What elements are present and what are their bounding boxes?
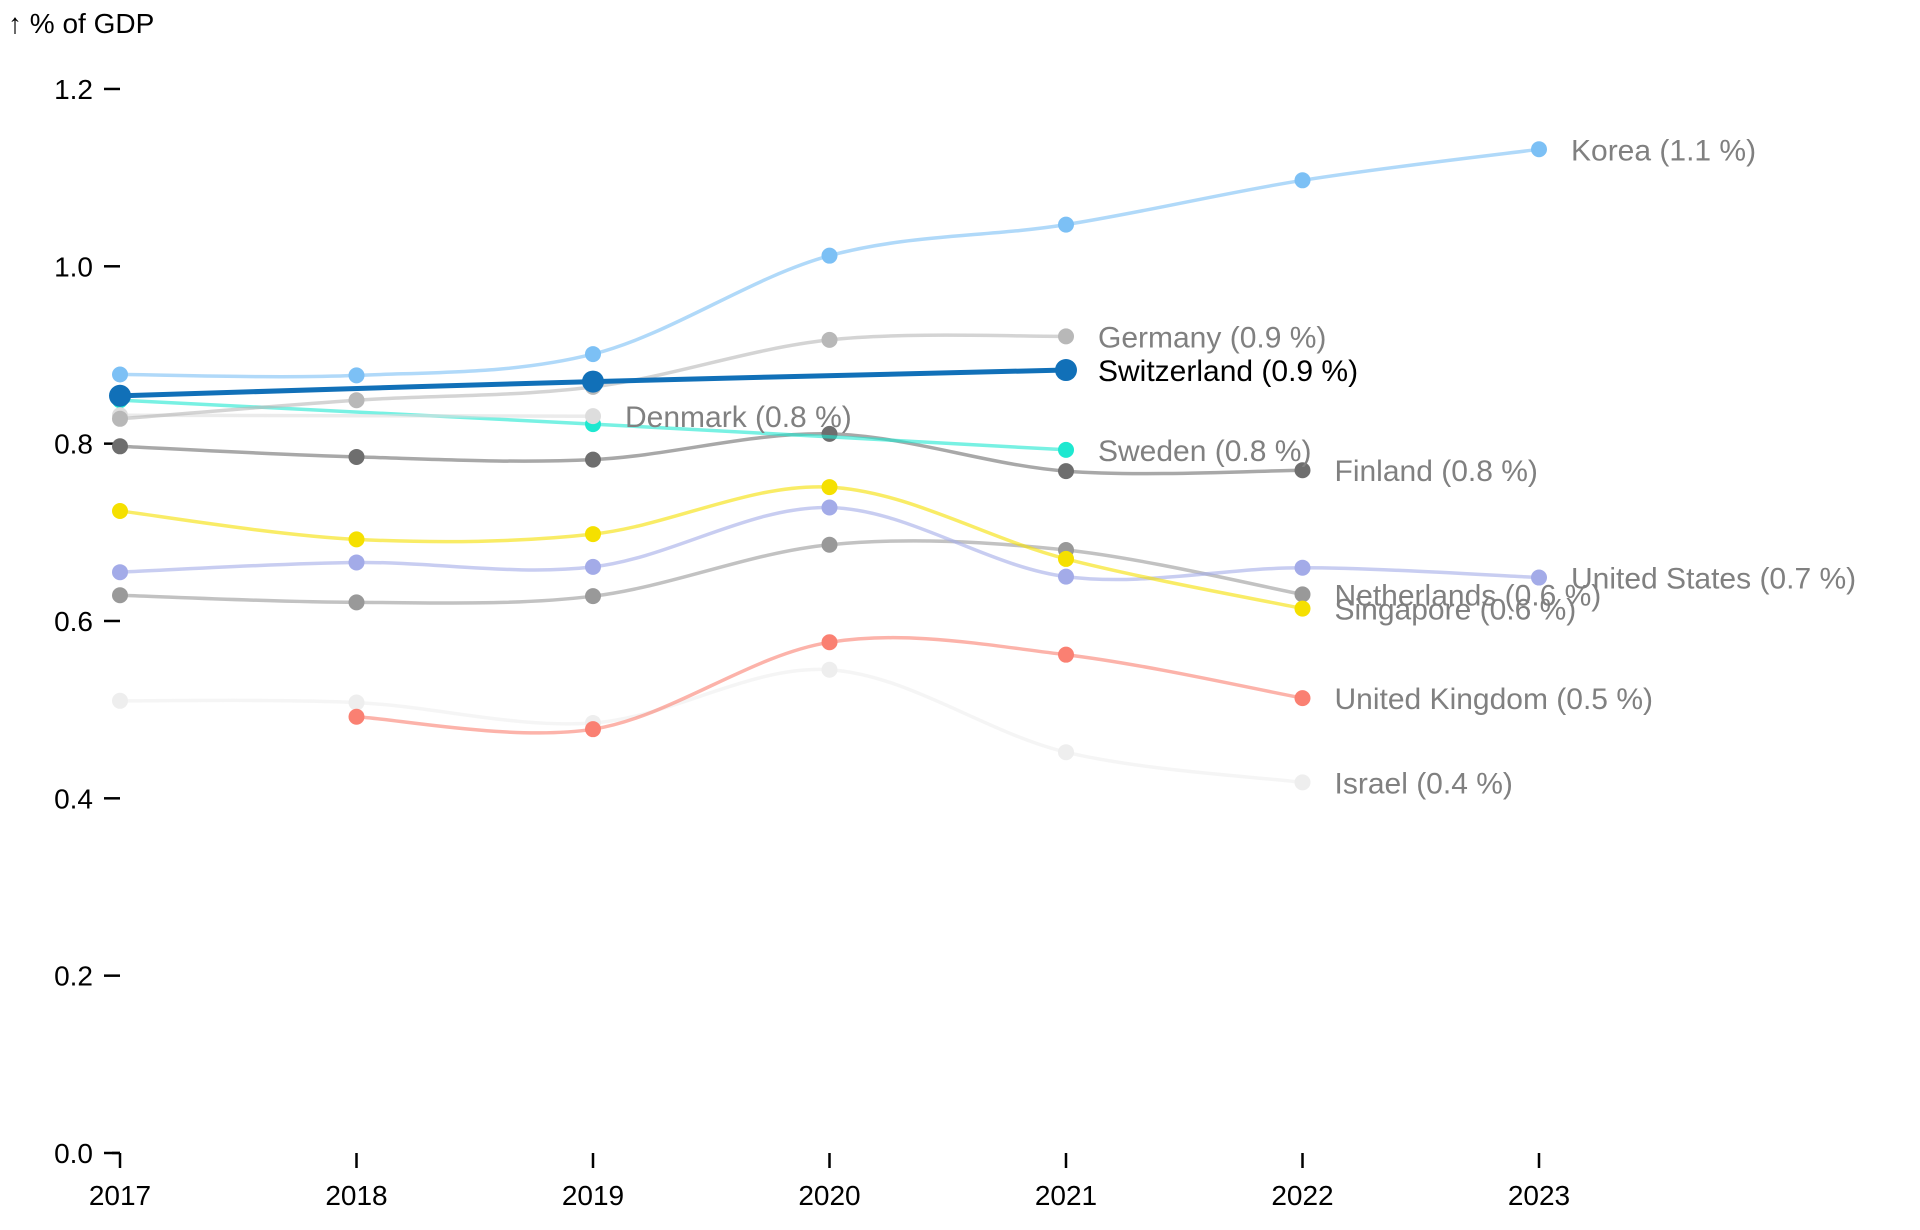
data-point bbox=[112, 692, 128, 709]
data-point bbox=[348, 594, 365, 611]
data-point bbox=[1294, 559, 1311, 576]
y-tick-label: 0.4 bbox=[54, 783, 93, 814]
series-label-singapore: Singapore (0.6 %) bbox=[1335, 594, 1577, 627]
data-point bbox=[585, 451, 601, 468]
data-point bbox=[821, 536, 838, 553]
data-point bbox=[112, 587, 128, 604]
data-point bbox=[821, 247, 838, 264]
series-label-netherlands: Netherlands (0.6 %) bbox=[1335, 579, 1602, 612]
data-point bbox=[821, 661, 838, 678]
data-point bbox=[821, 634, 838, 651]
data-point bbox=[109, 384, 131, 407]
data-point bbox=[582, 370, 604, 393]
data-point bbox=[1294, 690, 1311, 707]
series-line bbox=[118, 667, 1305, 785]
series-label-finland: Finland (0.8 %) bbox=[1335, 455, 1538, 488]
data-point bbox=[348, 367, 365, 384]
y-tick-label: 0.8 bbox=[54, 429, 93, 460]
data-point bbox=[1058, 328, 1074, 345]
series-netherlands bbox=[112, 536, 1311, 611]
series-united-states bbox=[112, 499, 1547, 586]
data-point bbox=[1294, 462, 1311, 479]
y-tick-label: 1.2 bbox=[54, 74, 93, 105]
series-label-united-states: United States (0.7 %) bbox=[1571, 563, 1856, 596]
x-tick-label: 2017 bbox=[89, 1180, 151, 1211]
series-label-denmark: Denmark (0.8 %) bbox=[625, 401, 852, 434]
data-point bbox=[348, 708, 365, 725]
x-tick-label: 2020 bbox=[798, 1180, 860, 1211]
series-line bbox=[118, 539, 1305, 605]
x-axis: 2017 2018 2019 2020 2021 2022 2023 bbox=[89, 1151, 1570, 1211]
data-point bbox=[585, 526, 601, 543]
data-point bbox=[1294, 600, 1311, 617]
data-point bbox=[821, 499, 838, 516]
data-point bbox=[1058, 646, 1074, 663]
y-tick-label: 1.0 bbox=[54, 251, 93, 282]
series-layer bbox=[109, 141, 1547, 791]
series-switzerland bbox=[109, 359, 1077, 407]
series-label-germany: Germany (0.9 %) bbox=[1098, 321, 1326, 354]
series-line bbox=[118, 485, 1305, 611]
y-axis: 0.0 0.2 0.4 0.6 0.8 1.0 1.2 bbox=[54, 74, 120, 1169]
data-point bbox=[1058, 463, 1074, 480]
x-tick-label: 2019 bbox=[562, 1180, 624, 1211]
y-tick-label: 0.6 bbox=[54, 606, 93, 637]
x-tick-label: 2018 bbox=[325, 1180, 387, 1211]
data-point bbox=[1058, 441, 1074, 458]
data-point bbox=[112, 564, 128, 581]
data-point bbox=[112, 438, 128, 455]
data-point bbox=[348, 694, 365, 711]
y-axis-title: ↑ % of GDP bbox=[8, 8, 154, 39]
data-point bbox=[585, 721, 601, 738]
data-point bbox=[1294, 172, 1311, 189]
series-line bbox=[118, 432, 1305, 476]
series-label-sweden: Sweden (0.8 %) bbox=[1098, 435, 1311, 468]
data-point bbox=[348, 448, 365, 465]
x-tick-label: 2022 bbox=[1271, 1180, 1333, 1211]
data-point bbox=[585, 588, 601, 605]
series-label-switzerland: Switzerland (0.9 %) bbox=[1098, 355, 1358, 388]
series-korea bbox=[112, 141, 1547, 384]
data-point bbox=[585, 346, 601, 363]
data-point bbox=[1055, 359, 1077, 382]
data-point bbox=[1058, 744, 1074, 761]
x-tick-label: 2023 bbox=[1508, 1180, 1570, 1211]
data-point bbox=[348, 531, 365, 548]
series-label-united-kingdom: United Kingdom (0.5 %) bbox=[1335, 683, 1654, 716]
data-point bbox=[1294, 586, 1311, 603]
data-point bbox=[1294, 774, 1311, 791]
data-point bbox=[1531, 569, 1547, 586]
series-singapore bbox=[112, 479, 1311, 617]
data-point bbox=[348, 392, 365, 409]
data-point bbox=[112, 503, 128, 520]
series-label-israel: Israel (0.4 %) bbox=[1335, 767, 1513, 800]
series-label-korea: Korea (1.1 %) bbox=[1571, 134, 1756, 167]
series-labels: Israel (0.4 %) United Kingdom (0.5 %) Neth… bbox=[625, 134, 1856, 800]
data-point bbox=[1531, 141, 1547, 158]
data-point bbox=[1058, 216, 1074, 233]
series-line bbox=[118, 413, 595, 418]
series-united-kingdom bbox=[348, 634, 1311, 738]
y-tick-label: 0.2 bbox=[54, 961, 93, 992]
data-point bbox=[112, 366, 128, 383]
data-point bbox=[585, 408, 601, 425]
data-point bbox=[821, 331, 838, 348]
data-point bbox=[112, 410, 128, 427]
data-point bbox=[348, 554, 365, 571]
y-tick-label: 0.0 bbox=[54, 1138, 93, 1169]
series-israel bbox=[112, 661, 1311, 791]
x-tick-label: 2021 bbox=[1035, 1180, 1097, 1211]
data-point bbox=[821, 479, 838, 496]
data-point bbox=[1058, 550, 1074, 567]
data-point bbox=[585, 558, 601, 575]
data-point bbox=[1058, 568, 1074, 585]
